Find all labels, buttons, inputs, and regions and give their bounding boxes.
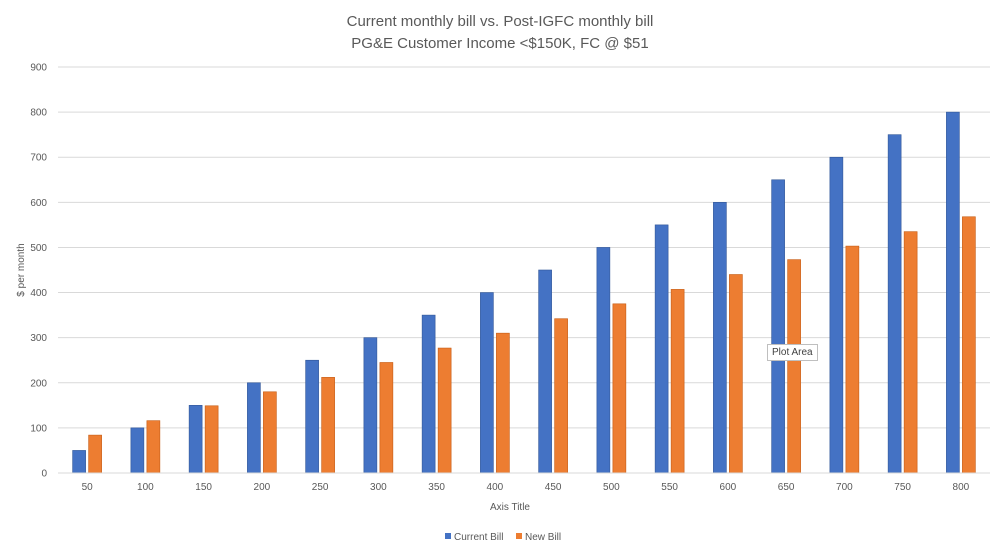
legend: Current Bill New Bill [445,532,561,543]
new-bill-bar[interactable] [263,391,277,474]
current-bill-bar[interactable] [946,111,960,474]
y-tick-label: 700 [30,153,47,164]
legend-swatch-new-bill [516,533,522,539]
x-tick-label: 450 [545,482,562,493]
y-axis-ticks: 0 100 200 300 400 500 600 700 800 900 [30,63,47,480]
current-bill-bar[interactable] [829,156,844,474]
x-tick-label: 350 [428,482,445,493]
current-bill-bar[interactable] [713,202,727,474]
current-bill-bar[interactable] [771,179,785,474]
new-bill-bar[interactable] [554,318,568,474]
current-bill-bar[interactable] [363,337,378,474]
current-bill-bar[interactable] [188,405,203,474]
y-tick-label: 800 [30,108,47,119]
x-tick-label: 750 [894,482,911,493]
x-tick-label: 200 [254,482,271,493]
legend-label-new-bill: New Bill [525,532,561,543]
y-tick-label: 400 [30,288,47,299]
current-bill-bar[interactable] [538,269,552,474]
current-bill-bar[interactable] [654,224,669,474]
x-tick-label: 600 [720,482,737,493]
y-tick-label: 500 [30,243,47,254]
x-tick-label: 400 [487,482,504,493]
y-axis-title: $ per month [16,243,27,296]
x-tick-label: 700 [836,482,853,493]
current-bill-bar[interactable] [72,450,86,474]
current-bill-bar[interactable] [887,134,902,474]
y-tick-label: 900 [30,63,47,74]
chart-title: Current monthly bill vs. Post-IGFC month… [347,13,654,30]
new-bill-bar[interactable] [321,377,335,474]
x-axis-title: Axis Title [490,502,530,513]
x-tick-label: 300 [370,482,387,493]
chart-subtitle: PG&E Customer Income <$150K, FC @ $51 [351,35,648,52]
new-bill-bar[interactable] [88,434,102,474]
current-bill-bar[interactable] [305,359,319,474]
current-bill-bar[interactable] [421,314,436,474]
x-tick-label: 250 [312,482,329,493]
plot-area[interactable] [72,111,976,474]
new-bill-bar[interactable] [496,332,510,474]
x-tick-label: 50 [82,482,94,493]
new-bill-bar[interactable] [845,245,860,474]
x-tick-label: 650 [778,482,795,493]
current-bill-bar[interactable] [130,427,145,474]
new-bill-bar[interactable] [962,216,976,474]
x-tick-label: 100 [137,482,154,493]
y-tick-label: 0 [41,469,47,480]
new-bill-bar[interactable] [729,274,743,474]
new-bill-bar[interactable] [670,289,685,474]
x-tick-label: 500 [603,482,620,493]
new-bill-bar[interactable] [146,420,161,474]
new-bill-bar[interactable] [612,303,627,474]
new-bill-bar[interactable] [379,362,394,474]
new-bill-bar[interactable] [903,231,918,474]
current-bill-bar[interactable] [480,292,494,474]
new-bill-bar[interactable] [437,347,452,474]
legend-swatch-current-bill [445,533,451,539]
y-tick-label: 200 [30,378,47,389]
current-bill-bar[interactable] [596,247,611,474]
plot-area-tooltip: Plot Area [767,344,818,361]
y-tick-label: 100 [30,423,47,434]
x-tick-label: 800 [953,482,970,493]
current-bill-bar[interactable] [247,382,261,474]
x-axis-ticks: 50 100 150 200 250 300 350 400 450 500 550 600 650 70… [58,472,990,493]
y-tick-label: 300 [30,333,47,344]
new-bill-bar[interactable] [787,259,801,474]
x-tick-label: 150 [195,482,212,493]
legend-label-current-bill: Current Bill [454,532,503,543]
y-tick-label: 600 [30,198,47,209]
new-bill-bar[interactable] [204,405,219,474]
x-tick-label: 550 [661,482,678,493]
